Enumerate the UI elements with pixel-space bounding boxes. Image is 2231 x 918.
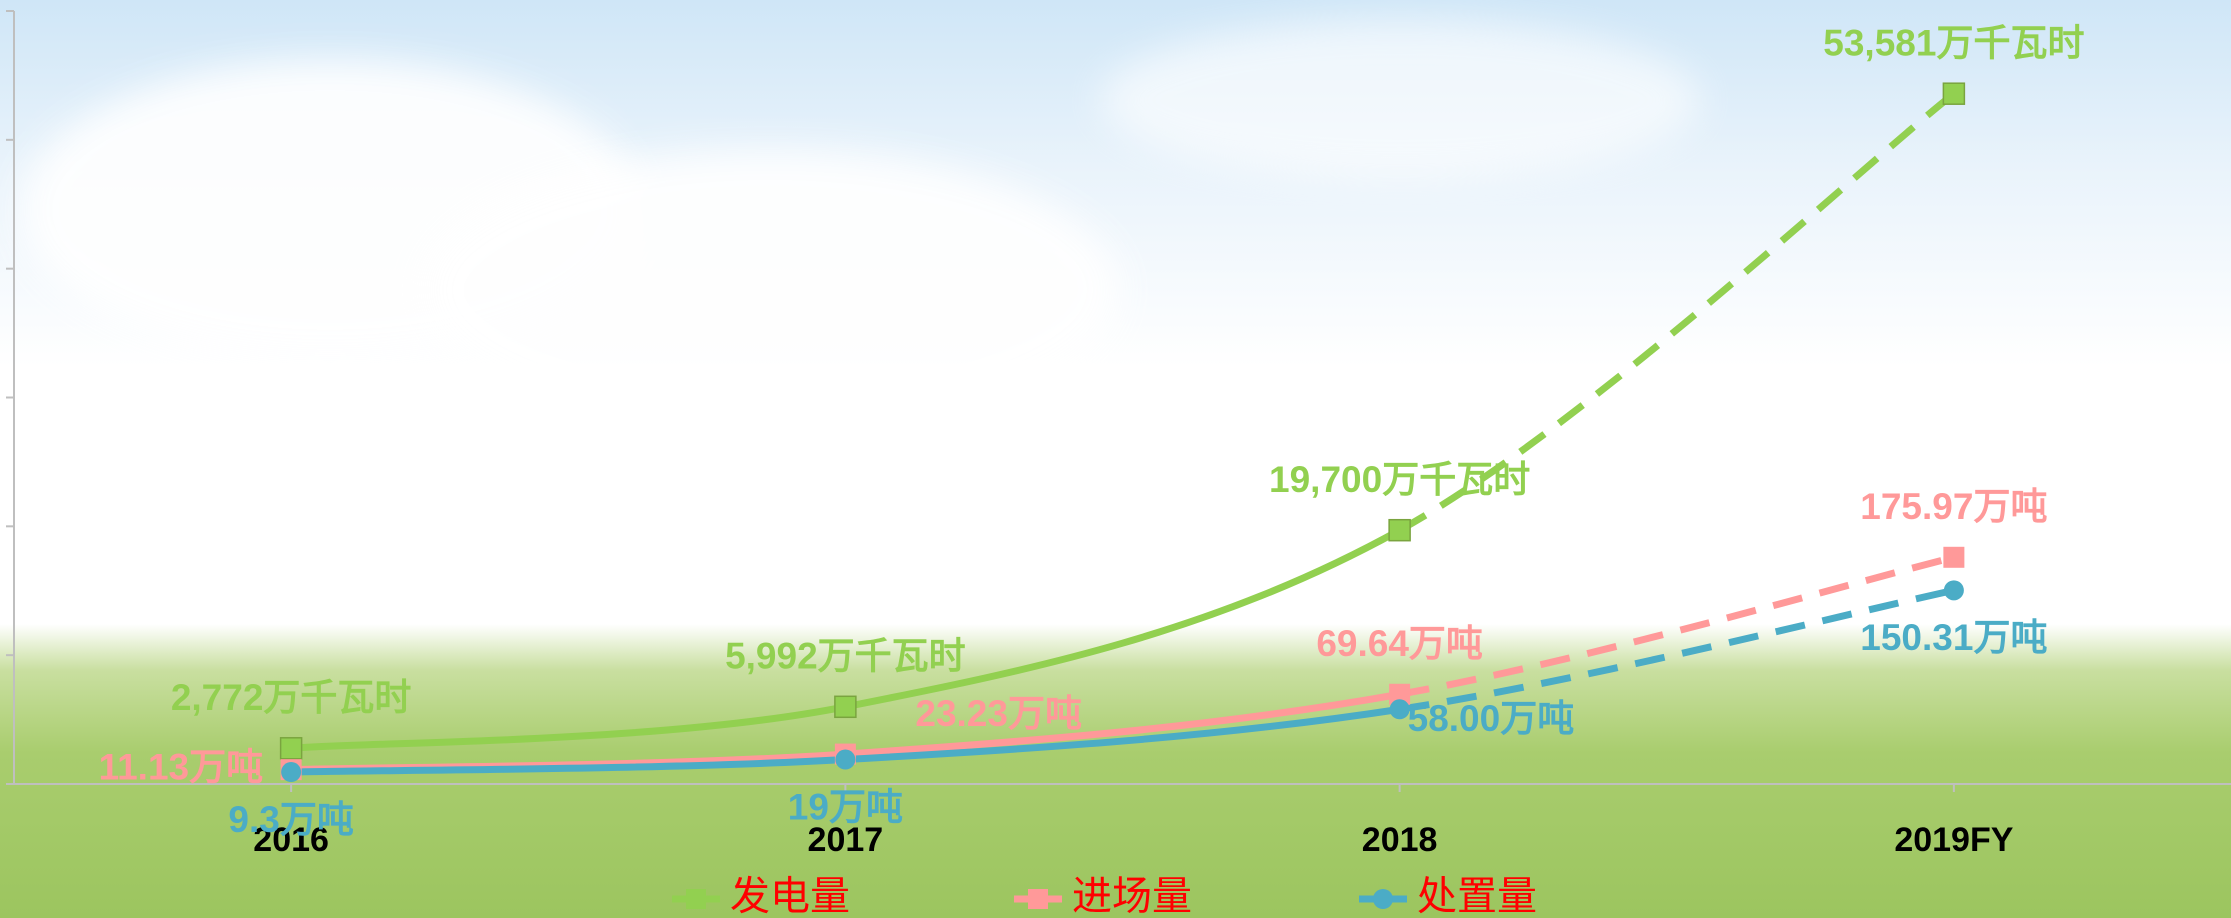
marker <box>1944 580 1964 600</box>
marker <box>1943 83 1964 104</box>
chart: 2016201720182019FY2,772万千瓦时5,992万千瓦时19,7… <box>0 0 2231 918</box>
data-label: 11.13万吨 <box>99 746 264 787</box>
data-label: 5,992万千瓦时 <box>725 636 966 677</box>
legend-label: 进场量 <box>1072 875 1192 918</box>
marker <box>281 762 301 782</box>
data-label: 150.31万吨 <box>1860 617 2047 658</box>
data-label: 53,581万千瓦时 <box>1823 22 2084 63</box>
marker <box>1389 520 1410 541</box>
data-label: 58.00万吨 <box>1408 698 1575 739</box>
x-tick-label: 2019FY <box>1894 821 2013 859</box>
legend-label: 发电量 <box>730 875 850 918</box>
x-tick-label: 2018 <box>1362 821 1438 859</box>
data-label: 2,772万千瓦时 <box>171 677 412 718</box>
data-label: 19,700万千瓦时 <box>1269 459 1530 500</box>
marker <box>835 696 856 717</box>
marker <box>1390 699 1410 719</box>
marker <box>281 738 302 759</box>
marker <box>835 750 855 770</box>
legend-marker <box>1373 889 1393 909</box>
data-label: 19万吨 <box>788 786 903 827</box>
chart-page: 2016201720182019FY2,772万千瓦时5,992万千瓦时19,7… <box>0 0 2231 918</box>
data-label: 175.97万吨 <box>1860 486 2047 527</box>
legend-marker <box>686 889 706 909</box>
data-label: 23.23万吨 <box>915 693 1082 734</box>
legend-label: 处置量 <box>1417 875 1537 918</box>
legend-marker <box>1028 889 1048 909</box>
marker <box>1943 547 1964 568</box>
data-label: 69.64万吨 <box>1316 623 1483 664</box>
data-label: 9.3万吨 <box>228 799 353 840</box>
